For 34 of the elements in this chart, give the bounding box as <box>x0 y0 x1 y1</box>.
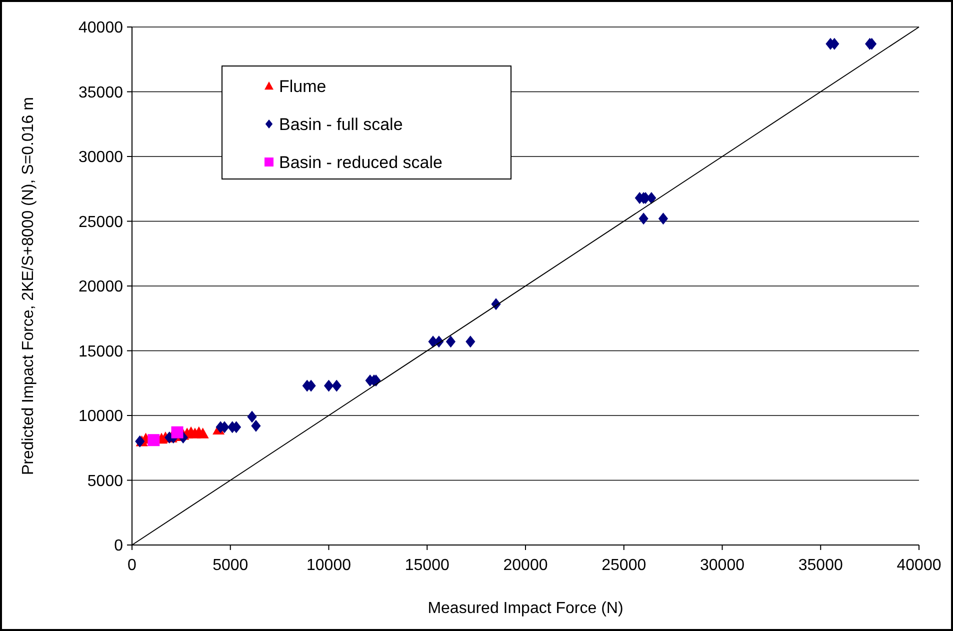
y-tick-label: 5000 <box>87 472 124 490</box>
point <box>446 336 456 348</box>
point <box>251 420 261 432</box>
point <box>638 212 648 225</box>
y-tick-label: 30000 <box>78 149 124 166</box>
legend-label: Basin - reduced scale <box>279 152 442 172</box>
y-tick-label: 20000 <box>78 278 124 296</box>
y-tick-label: 35000 <box>78 84 124 102</box>
point <box>135 435 145 448</box>
x-tick-label: 35000 <box>798 557 843 574</box>
y-tick-label: 15000 <box>78 343 124 360</box>
legend-label: Flume <box>279 76 326 96</box>
x-tick-label: 15000 <box>404 557 450 574</box>
point <box>247 410 257 423</box>
point <box>148 434 160 446</box>
point <box>466 336 476 348</box>
x-tick-label: 40000 <box>896 557 942 574</box>
x-tick-label: 20000 <box>503 557 548 574</box>
y-tick-label: 10000 <box>78 408 124 426</box>
x-tick-label: 5000 <box>212 557 248 574</box>
x-tick-label: 25000 <box>602 557 646 574</box>
y-axis-title: Predicted Impact Force, 2KE/S+8000 (N), S=0.016 m <box>20 97 37 475</box>
point <box>332 380 342 392</box>
legend-label: Basin - full scale <box>279 114 403 134</box>
x-tick-label: 10000 <box>306 557 352 574</box>
point <box>196 428 209 438</box>
x-tick-label: 30000 <box>700 557 745 574</box>
point <box>324 380 334 392</box>
y-tick-label: 40000 <box>78 20 124 37</box>
y-tick-label: 0 <box>114 538 124 555</box>
x-axis-title: Measured Impact Force (N) <box>428 600 624 617</box>
point <box>658 212 668 225</box>
x-tick-label: 0 <box>128 557 137 574</box>
y-tick-label: 25000 <box>78 214 124 231</box>
